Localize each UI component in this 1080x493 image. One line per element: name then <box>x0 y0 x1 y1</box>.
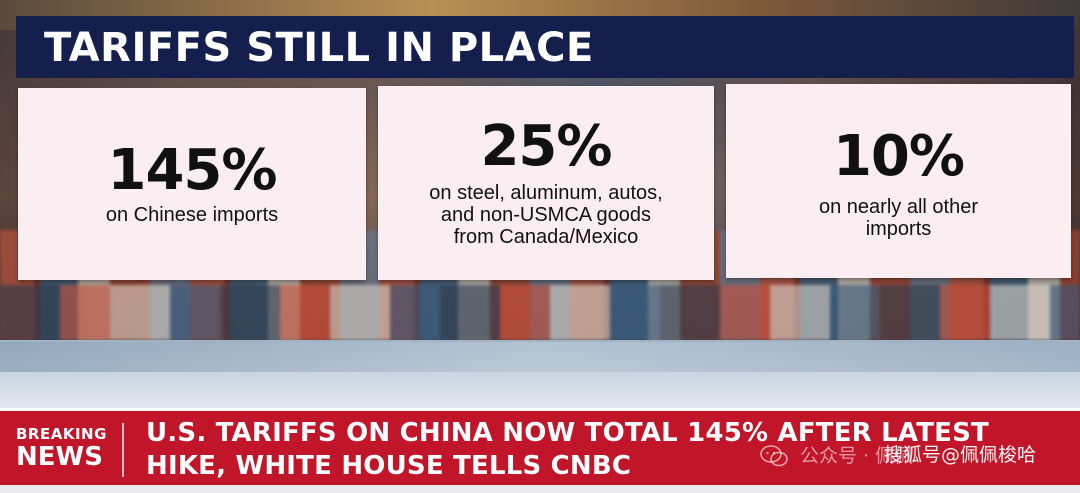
graphic-title: TARIFFS STILL IN PLACE <box>44 25 594 71</box>
tariff-description-line: from Canada/Mexico <box>453 226 639 248</box>
tariff-description: on nearly all other imports <box>726 196 1071 240</box>
breaking-news-ticker: BREAKING NEWS U.S. TARIFFS ON CHINA NOW … <box>0 408 1080 488</box>
tariff-description: on Chinese imports <box>18 204 366 226</box>
headline-line: U.S. TARIFFS ON CHINA NOW TOTAL 145% AFT… <box>146 418 989 448</box>
watermark-source: 搜狐号@佩佩梭哈 <box>884 444 1037 466</box>
breaking-label: BREAKING <box>16 425 107 443</box>
tariff-description-line: and non-USMCA goods <box>440 204 652 226</box>
tariff-description-line: on steel, aluminum, autos, <box>429 182 663 204</box>
title-banner <box>16 16 1074 78</box>
tariff-description-line: imports <box>865 218 932 240</box>
tariff-rate: 10% <box>832 124 965 189</box>
background-containers-lower <box>0 285 1080 340</box>
tariff-description-line: on Chinese imports <box>105 204 279 226</box>
tariff-card-other-imports: 10% on nearly all other imports <box>726 84 1071 278</box>
headline-line: HIKE, WHITE HOUSE TELLS CNBC <box>146 451 632 481</box>
ticker-divider <box>122 423 124 477</box>
studio-light-stripe <box>0 342 1080 372</box>
watermark: 公众号 · 佩佩 搜狐号@佩佩梭哈 <box>760 440 1036 471</box>
tariff-rate: 25% <box>480 114 612 179</box>
tariff-rate: 145% <box>107 138 277 203</box>
watermark-account: 公众号 · 佩佩 <box>800 444 914 467</box>
news-label: NEWS <box>16 442 103 472</box>
tariff-card-china: 145% on Chinese imports <box>18 88 366 280</box>
tariff-card-steel-autos: 25% on steel, aluminum, autos, and non-U… <box>378 86 714 280</box>
bottom-strip <box>0 485 1080 493</box>
ticker-headline: U.S. TARIFFS ON CHINA NOW TOTAL 145% AFT… <box>146 417 1066 483</box>
tariff-description: on steel, aluminum, autos, and non-USMCA… <box>378 182 714 248</box>
wechat-icon <box>760 444 788 466</box>
tariff-description-line: on nearly all other <box>819 196 978 218</box>
